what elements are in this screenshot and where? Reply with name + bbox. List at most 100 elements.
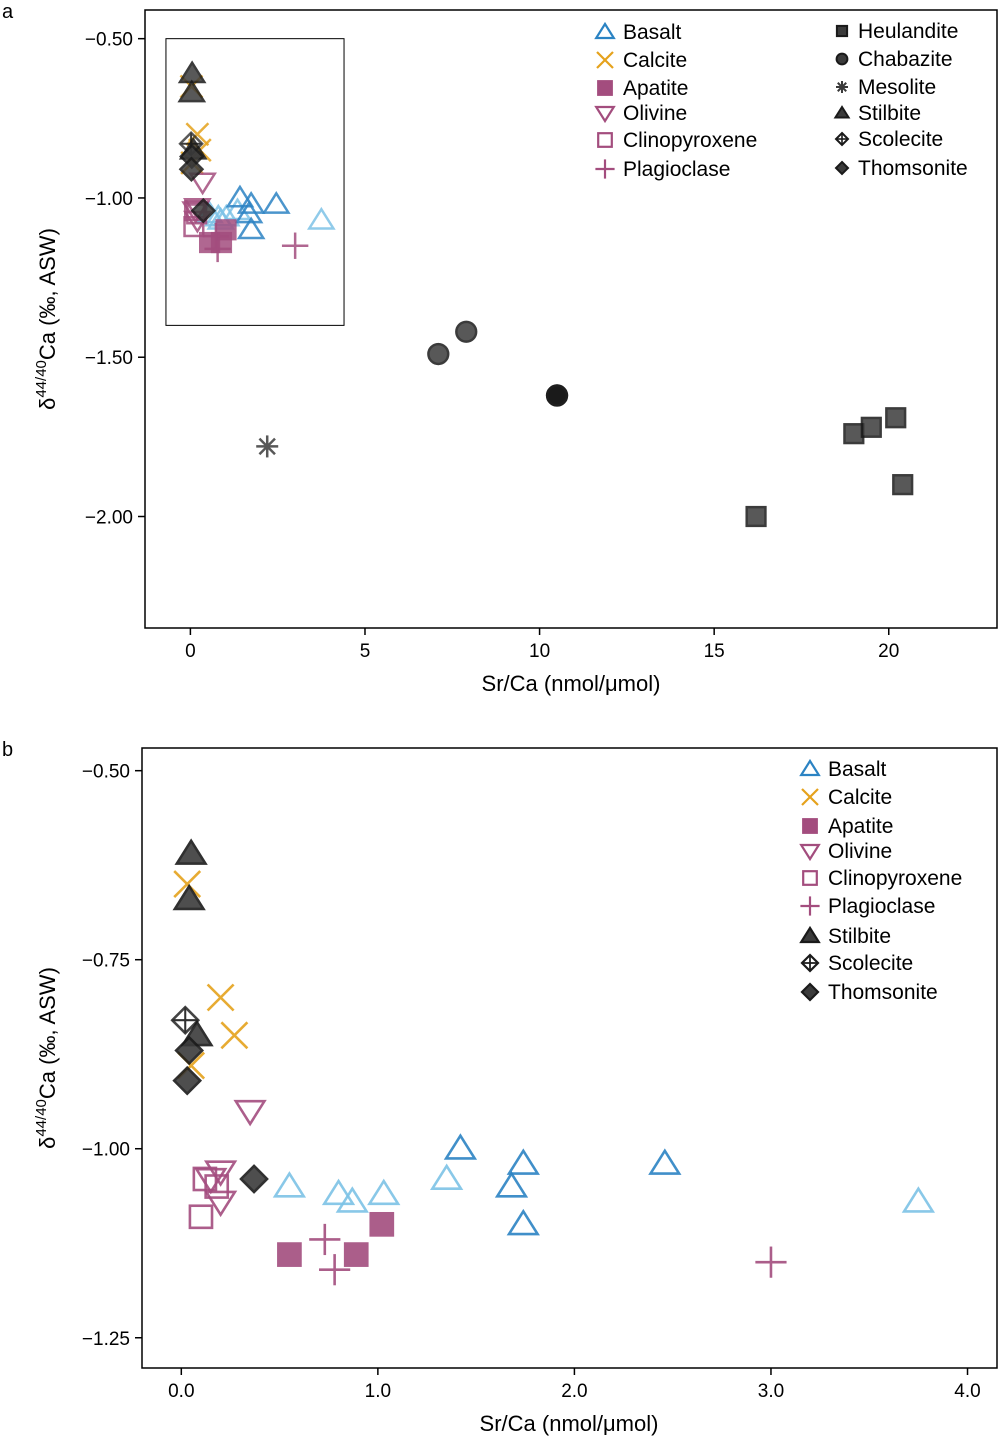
legend-label-apatite: Apatite bbox=[623, 77, 688, 100]
y-tick-label: −0.50 bbox=[85, 30, 133, 51]
legend-marker-apatite bbox=[802, 818, 818, 834]
panel-b-y-axis-label: δ44/40Ca (‰, ASW) bbox=[33, 967, 60, 1149]
point-clinopyroxene bbox=[204, 1174, 230, 1199]
point-apatite bbox=[369, 1211, 395, 1237]
legend-marker-stilbite bbox=[799, 925, 821, 944]
legend-item-plagioclase: Plagioclase bbox=[800, 895, 935, 918]
legend-item-calcite: Calcite bbox=[596, 49, 687, 72]
panel-a-points bbox=[177, 60, 914, 528]
legend-label-thomsonite: Thomsonite bbox=[858, 157, 968, 180]
point-olivine bbox=[233, 1099, 267, 1127]
y-tick-label: −2.00 bbox=[85, 508, 133, 529]
point-basalt bbox=[648, 1148, 682, 1175]
panel-b-points bbox=[170, 838, 936, 1286]
point-basalt bbox=[901, 1186, 936, 1213]
point-basalt bbox=[236, 190, 266, 214]
panel-a-label: a bbox=[2, 1, 14, 23]
series-heulandite bbox=[745, 407, 914, 528]
point-thomsonite bbox=[172, 1065, 203, 1096]
x-tick-label: 5 bbox=[360, 641, 371, 662]
y-tick-label: −1.00 bbox=[82, 1140, 130, 1161]
legend-marker-thomsonite bbox=[834, 160, 850, 176]
legend-label-basalt: Basalt bbox=[623, 21, 682, 44]
point-apatite bbox=[277, 1242, 302, 1267]
point-basalt bbox=[367, 1178, 401, 1206]
legend-label-olivine: Olivine bbox=[623, 102, 687, 125]
legend-label-stilbite: Stilbite bbox=[858, 102, 921, 125]
x-tick-label: 0.0 bbox=[168, 1381, 194, 1402]
x-tick-label: 1.0 bbox=[365, 1381, 391, 1402]
point-plagioclase bbox=[204, 235, 231, 263]
y-tick-label: −1.00 bbox=[85, 189, 133, 210]
point-basalt bbox=[321, 1178, 356, 1206]
point-apatite bbox=[343, 1242, 369, 1267]
legend-item-mesolite: Mesolite bbox=[836, 76, 936, 99]
panel-b-plot-frame bbox=[141, 747, 998, 1369]
legend-item-apatite: Apatite bbox=[802, 815, 893, 838]
y-tick-label: −0.50 bbox=[82, 762, 130, 783]
series-clinopyroxene bbox=[188, 1166, 230, 1230]
point-basalt bbox=[494, 1171, 529, 1198]
point-thomsonite bbox=[174, 1035, 205, 1066]
legend-marker-plagioclase bbox=[595, 159, 615, 179]
point-heulandite bbox=[860, 416, 882, 438]
series-chabazite bbox=[427, 320, 569, 407]
legend-marker-thomsonite bbox=[800, 982, 820, 1002]
legend-label-olivine: Olivine bbox=[828, 840, 892, 863]
point-thomsonite bbox=[178, 156, 205, 183]
x-tick-label: 2.0 bbox=[561, 1381, 587, 1402]
point-chabazite bbox=[545, 384, 569, 407]
legend-marker-apatite bbox=[597, 80, 613, 96]
series-basalt bbox=[272, 1133, 936, 1236]
panel-b-x-axis-label: Sr/Ca (nmol/μmol) bbox=[480, 1411, 659, 1436]
legend-label-scolecite: Scolecite bbox=[858, 128, 943, 151]
point-plagioclase bbox=[755, 1246, 787, 1278]
legend-item-calcite: Calcite bbox=[801, 786, 892, 809]
panel-a-x-axis-label: Sr/Ca (nmol/μmol) bbox=[482, 671, 661, 696]
legend-marker-plagioclase bbox=[800, 896, 820, 916]
point-plagioclase bbox=[319, 1254, 351, 1286]
point-stilbite bbox=[177, 79, 207, 103]
legend-item-thomsonite: Thomsonite bbox=[834, 157, 968, 180]
legend-marker-scolecite bbox=[834, 131, 850, 147]
series-scolecite bbox=[170, 1005, 201, 1036]
legend-item-basalt: Basalt bbox=[594, 21, 682, 44]
point-basalt bbox=[430, 1163, 464, 1191]
legend-marker-olivine bbox=[594, 105, 616, 124]
legend-label-thomsonite: Thomsonite bbox=[828, 981, 938, 1004]
legend-item-scolecite: Scolecite bbox=[800, 952, 913, 975]
panel-a-y-axis-label: δ44/40Ca (‰, ASW) bbox=[33, 228, 60, 410]
legend-item-olivine: Olivine bbox=[799, 840, 892, 863]
point-olivine bbox=[194, 1167, 228, 1195]
series-thomsonite bbox=[172, 1035, 269, 1194]
point-stilbite bbox=[174, 838, 208, 865]
y-tick-label: −1.50 bbox=[85, 348, 133, 369]
series-plagioclase bbox=[202, 222, 309, 263]
legend-label-chabazite: Chabazite bbox=[858, 48, 953, 71]
point-heulandite bbox=[892, 474, 914, 496]
panel-b-label: b bbox=[2, 739, 13, 761]
point-heulandite bbox=[843, 423, 865, 445]
y-tick-label: −0.75 bbox=[82, 951, 130, 972]
point-plagioclase bbox=[202, 222, 230, 250]
legend-label-plagioclase: Plagioclase bbox=[828, 895, 935, 918]
legend-label-heulandite: Heulandite bbox=[858, 20, 958, 43]
legend-item-heulandite: Heulandite bbox=[835, 20, 958, 43]
point-thomsonite bbox=[190, 197, 217, 224]
legend-item-plagioclase: Plagioclase bbox=[595, 158, 730, 181]
legend-item-thomsonite: Thomsonite bbox=[800, 981, 938, 1004]
point-heulandite bbox=[885, 407, 907, 429]
panel-a-x-axis: 0 5 10 15 20 bbox=[185, 628, 899, 662]
point-stilbite bbox=[172, 883, 206, 911]
point-mesolite bbox=[256, 435, 279, 458]
legend-label-basalt: Basalt bbox=[828, 758, 887, 781]
legend-marker-stilbite bbox=[833, 105, 851, 119]
series-mesolite bbox=[256, 435, 279, 458]
legend-label-clinopyroxene: Clinopyroxene bbox=[623, 129, 757, 152]
series-basalt bbox=[195, 184, 336, 240]
legend-item-chabazite: Chabazite bbox=[835, 48, 953, 71]
panel-a-inset-box bbox=[165, 38, 345, 326]
